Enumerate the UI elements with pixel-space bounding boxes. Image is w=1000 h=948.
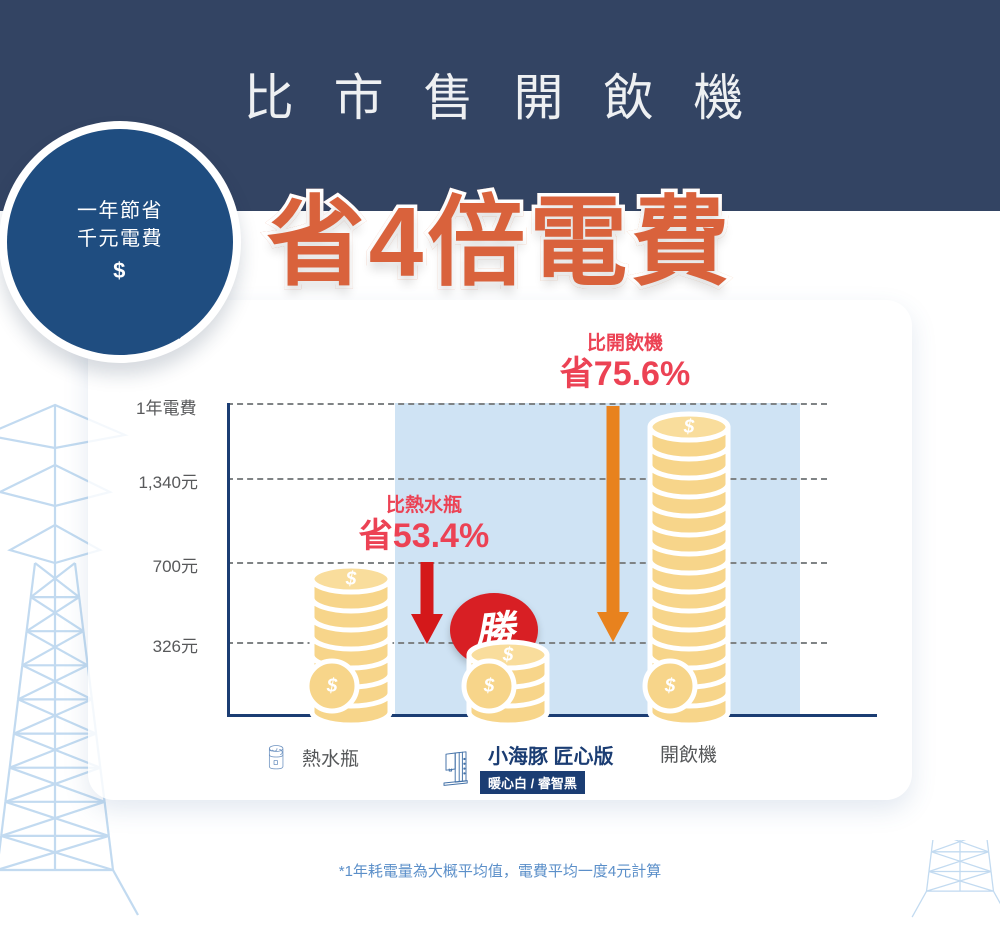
svg-text:$: $ xyxy=(326,676,338,697)
svg-text:$: $ xyxy=(664,676,676,697)
svg-text:$: $ xyxy=(483,676,495,697)
svg-text:$: $ xyxy=(345,569,357,590)
svg-text:$: $ xyxy=(683,417,695,438)
